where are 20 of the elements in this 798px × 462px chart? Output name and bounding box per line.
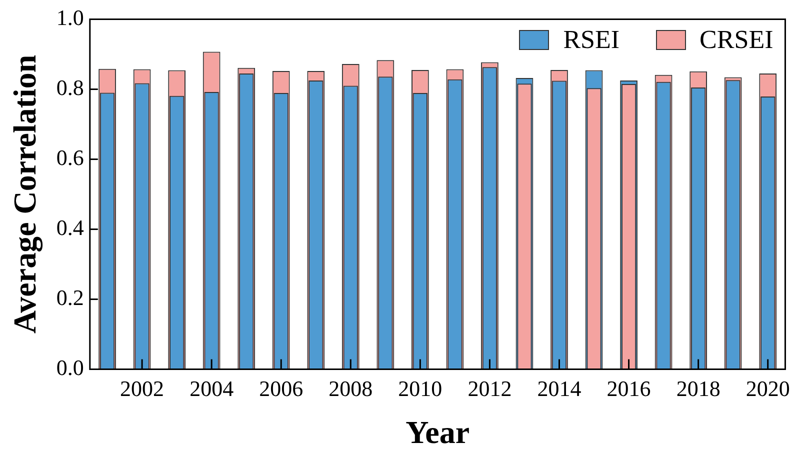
y-tick-label: 0.0 [56,354,84,380]
x-tick-label: 2004 [190,376,234,402]
x-tick-label: 2012 [468,376,512,402]
y-tick-label: 0.6 [56,144,84,170]
y-tick-label: 0.8 [56,74,84,100]
legend-label: CRSEI [700,25,774,56]
x-tick-label: 2016 [606,376,651,402]
x-tick-label: 2018 [676,376,720,402]
x-tick-label: 2010 [398,376,442,402]
y-axis-title: Average Correlation [6,54,44,334]
y-tick-label: 0.2 [56,284,84,310]
x-tick-label: 2008 [328,376,373,402]
y-tick-label: 0.4 [56,214,84,240]
y-tick-label: 1.0 [56,4,84,30]
x-tick-label: 2014 [537,376,582,402]
x-tick-label: 2002 [120,376,164,402]
x-tick-label: 2006 [259,376,304,402]
x-axis-title: Year [406,414,470,450]
x-tick-label: 2020 [746,376,790,402]
legend-label: RSEI [563,25,620,56]
